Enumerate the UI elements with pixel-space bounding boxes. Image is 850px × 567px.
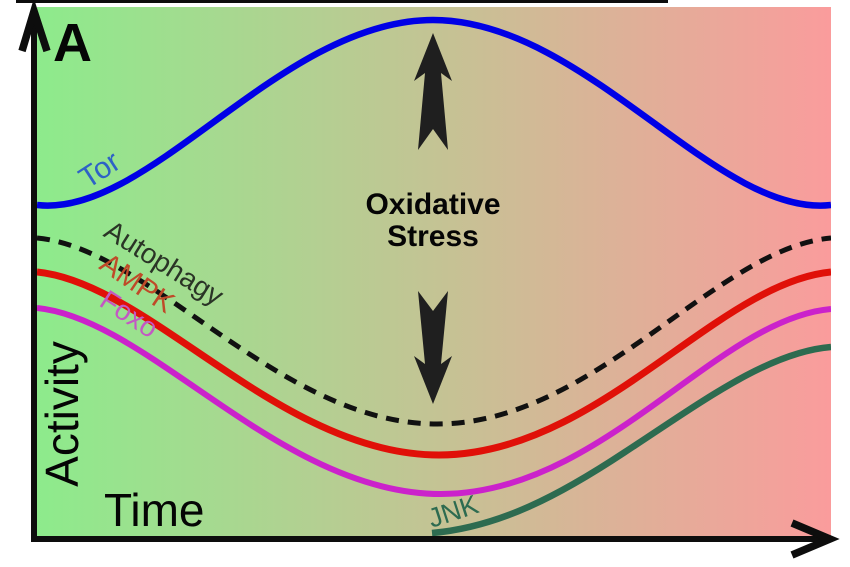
tor-curve [37,16,831,209]
stress-up-arrow-icon [414,33,452,150]
x-axis-line [31,536,823,542]
y-axis-label: Activity [36,341,88,487]
jnk-curve [431,343,831,537]
x-axis-label: Time [104,484,205,536]
x-axis-arrowhead-icon [790,519,840,559]
autophagy-curve [37,235,831,427]
foxo-curve [37,305,831,498]
top-border [16,0,668,3]
oxidative-annotation-line2: Stress [387,220,479,253]
y-axis-line [31,10,37,542]
ampk-curve [37,268,831,459]
oxidative-annotation-line1: Oxidative [365,188,500,221]
stress-down-arrow-icon [414,291,452,404]
panel-label: A [53,13,92,73]
y-axis-arrowhead-icon [18,0,51,53]
